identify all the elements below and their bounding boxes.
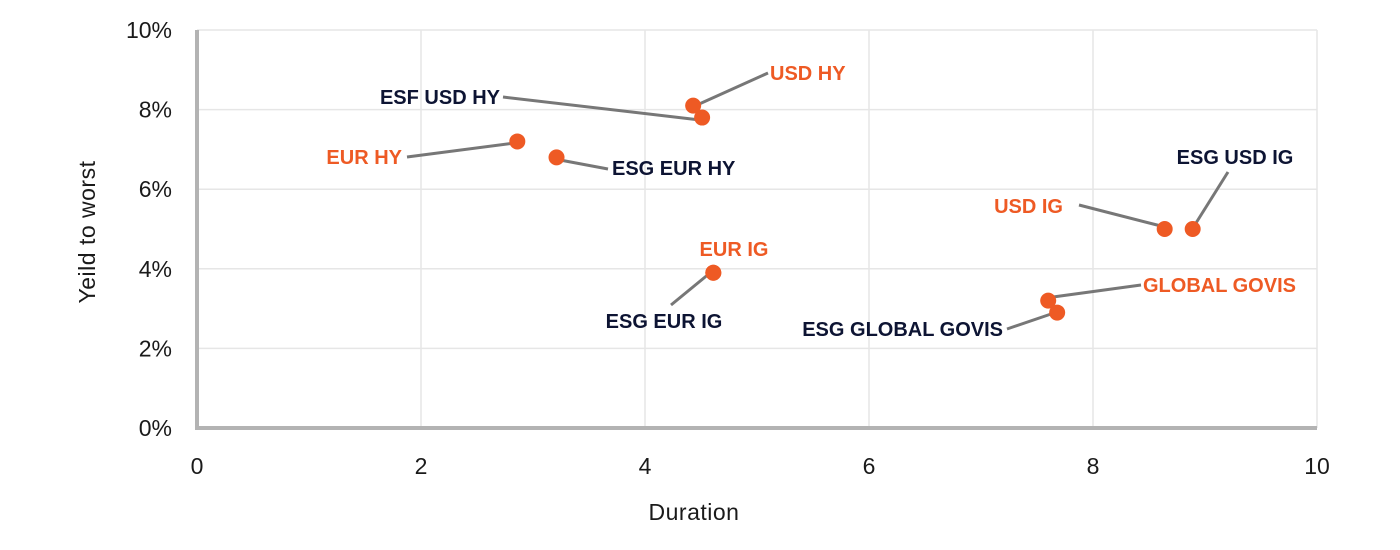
y-tick-label: 4% [139, 256, 172, 282]
y-tick-label: 0% [139, 415, 172, 441]
data-point [705, 264, 722, 281]
data-points [509, 97, 1201, 321]
data-point [548, 149, 565, 166]
point-label: EUR HY [326, 147, 402, 169]
x-tick-label: 6 [863, 453, 876, 479]
y-axis-ticks: 0% 2% 4% 6% 8% 10% [126, 17, 172, 441]
point-label: EUR IG [700, 239, 769, 261]
leader-line [1006, 311, 1055, 331]
data-point [1049, 304, 1066, 321]
leader-line [1052, 283, 1142, 299]
leader-line [1194, 171, 1230, 224]
axes [195, 30, 1317, 430]
leader-line [559, 158, 609, 171]
data-point [1184, 221, 1201, 237]
x-tick-label: 8 [1087, 453, 1100, 479]
data-point [1040, 292, 1057, 309]
point-label: USD HY [770, 63, 846, 85]
gridlines [196, 29, 1318, 429]
leader-line [1078, 203, 1162, 228]
y-tick-label: 6% [139, 176, 172, 202]
data-point [694, 109, 711, 126]
x-axis-title: Duration [649, 499, 740, 525]
leader-line [670, 271, 711, 307]
x-tick-label: 4 [639, 453, 652, 479]
point-label: ESG EUR IG [606, 311, 723, 333]
point-label: USD IG [994, 196, 1063, 218]
leader-lines [406, 71, 1230, 331]
data-point [685, 97, 702, 114]
y-tick-label: 8% [139, 97, 172, 123]
y-axis-title: Yeild to worst [74, 160, 100, 303]
point-labels: USD HY ESF USD HY EUR HY ESG EUR HY EUR IG ES… [326, 63, 1296, 341]
leader-line [406, 141, 516, 159]
data-point [1156, 221, 1173, 237]
point-label: ESF USD HY [380, 87, 501, 109]
point-label: ESG USD IG [1177, 147, 1294, 169]
leader-line [502, 95, 701, 122]
x-tick-label: 0 [191, 453, 204, 479]
y-tick-label: 2% [139, 335, 172, 361]
leader-line [696, 71, 769, 107]
point-label: ESG GLOBAL GOVIS [802, 319, 1003, 341]
x-tick-label: 2 [415, 453, 428, 479]
point-label: ESG EUR HY [612, 158, 736, 180]
data-point [509, 133, 526, 150]
x-axis-ticks: 0 2 4 6 8 10 [191, 453, 1330, 479]
point-label: GLOBAL GOVIS [1143, 275, 1296, 297]
y-tick-label: 10% [126, 17, 172, 43]
x-tick-label: 10 [1304, 453, 1330, 479]
